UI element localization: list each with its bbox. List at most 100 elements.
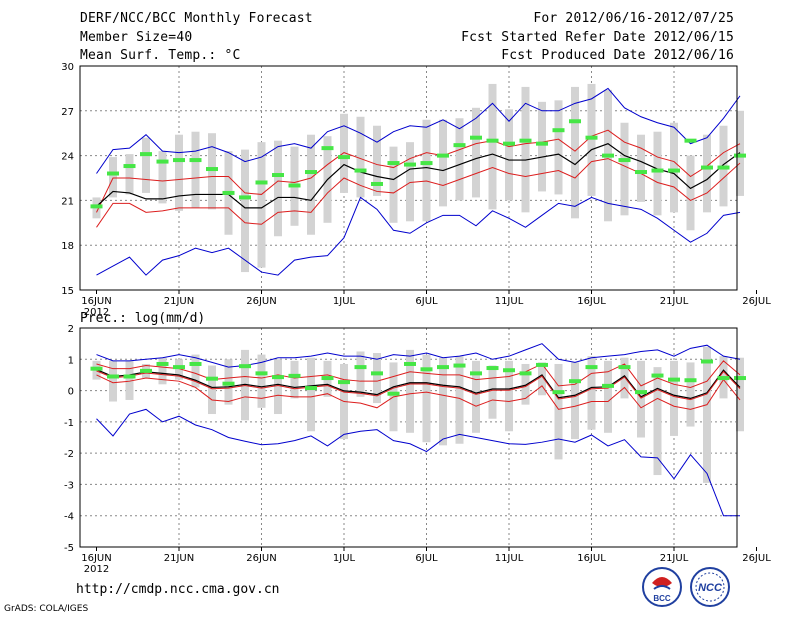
green-marker xyxy=(272,173,284,178)
x-tick-label: 26JUL xyxy=(742,296,771,307)
x-tick-label: 11JUL xyxy=(495,553,524,564)
range-bar xyxy=(158,151,167,204)
range-bar xyxy=(455,356,464,444)
green-marker xyxy=(635,170,647,175)
range-bar xyxy=(439,357,447,446)
green-marker xyxy=(734,376,746,381)
green-marker xyxy=(651,373,664,378)
green-marker xyxy=(486,138,499,143)
range-bar xyxy=(736,357,744,432)
green-marker xyxy=(470,135,482,140)
y-tick-label: 2 xyxy=(68,324,74,335)
x-tick-label: 26JUN xyxy=(246,553,276,564)
green-marker xyxy=(387,161,400,166)
range-bar xyxy=(488,83,497,210)
green-marker xyxy=(684,378,697,383)
range-bar xyxy=(290,360,299,399)
green-marker xyxy=(684,138,697,143)
y-tick-label: 27 xyxy=(61,107,74,118)
green-marker xyxy=(552,128,565,133)
y-tick-label: -5 xyxy=(64,543,74,554)
range-bar xyxy=(488,365,497,419)
series-line-spread-low xyxy=(96,374,741,410)
range-bar xyxy=(505,360,513,432)
y-tick-label: -4 xyxy=(64,512,74,523)
y-tick-label: 0 xyxy=(68,387,74,398)
series-line-mean-shadow xyxy=(96,370,741,401)
range-bar xyxy=(637,134,645,202)
x-tick-label: 21JUL xyxy=(660,553,689,564)
range-bar xyxy=(521,86,530,213)
green-marker xyxy=(371,371,383,376)
y-tick-label: 24 xyxy=(61,152,74,163)
range-bar xyxy=(158,357,167,385)
green-marker xyxy=(618,365,631,370)
range-bar xyxy=(208,365,216,415)
green-marker xyxy=(272,375,284,380)
range-bar xyxy=(406,142,414,222)
green-marker xyxy=(602,153,614,158)
green-marker xyxy=(387,391,400,396)
member-size: Member Size=40 xyxy=(80,30,193,45)
green-marker xyxy=(668,168,680,173)
x-tick-label: 21JUL xyxy=(660,296,689,307)
range-bar xyxy=(587,356,596,430)
green-marker xyxy=(354,365,367,370)
x-tick-label: 16JUN xyxy=(81,553,111,564)
source-url[interactable]: http://cmdp.ncc.cma.gov.cn xyxy=(76,582,280,597)
green-marker xyxy=(701,165,713,170)
range-bar xyxy=(356,351,365,397)
x-tick-label: 1JUL xyxy=(333,296,356,307)
green-marker xyxy=(239,364,251,369)
range-bar xyxy=(571,86,579,219)
range-bar xyxy=(472,360,480,433)
green-marker xyxy=(519,371,532,376)
range-bar xyxy=(274,359,282,415)
green-marker xyxy=(123,164,136,169)
green-marker xyxy=(338,380,350,385)
green-marker xyxy=(519,138,532,143)
series-line-min xyxy=(96,408,740,517)
range-bar xyxy=(340,113,348,193)
series-line-min xyxy=(96,196,741,276)
range-bar xyxy=(373,125,381,196)
green-marker xyxy=(668,377,680,382)
green-marker xyxy=(453,363,466,368)
fcst-started: Fcst Started Refer Date 2012/06/15 xyxy=(461,30,734,45)
range-bar xyxy=(307,134,315,235)
range-bar xyxy=(125,360,134,400)
range-bar xyxy=(521,363,530,405)
plot-frame xyxy=(79,65,738,291)
series-line-ensemble-mean xyxy=(96,142,741,209)
green-marker xyxy=(354,168,367,173)
range-bar xyxy=(703,346,711,483)
panel-title: Prec.: log(mm/d) xyxy=(80,311,205,326)
green-marker xyxy=(618,158,631,163)
range-bar xyxy=(538,362,546,396)
green-marker xyxy=(602,383,614,388)
y-tick-label: 1 xyxy=(68,355,74,366)
range-bar xyxy=(736,110,744,196)
green-marker xyxy=(701,359,713,364)
range-bar xyxy=(109,360,117,402)
range-bar xyxy=(686,362,695,427)
x-tick-year: 2012 xyxy=(84,564,109,575)
green-marker xyxy=(486,366,499,371)
green-marker xyxy=(371,181,383,186)
green-marker xyxy=(305,386,317,391)
range-bar xyxy=(257,142,266,268)
series-line-spread-high xyxy=(96,360,741,388)
green-marker xyxy=(470,371,482,376)
x-tick-label: 6JUL xyxy=(415,296,438,307)
x-tick-label: 1JUL xyxy=(333,553,356,564)
green-marker xyxy=(536,362,548,367)
green-marker xyxy=(90,366,103,371)
y-tick-label: -3 xyxy=(64,480,74,491)
variable-label: Mean Surf. Temp.: °C xyxy=(80,48,241,63)
green-marker xyxy=(437,365,449,370)
green-marker xyxy=(404,361,416,366)
range-bar xyxy=(554,363,563,460)
green-marker xyxy=(321,146,334,151)
y-tick-label: -2 xyxy=(64,449,74,460)
range-bar xyxy=(422,119,431,222)
